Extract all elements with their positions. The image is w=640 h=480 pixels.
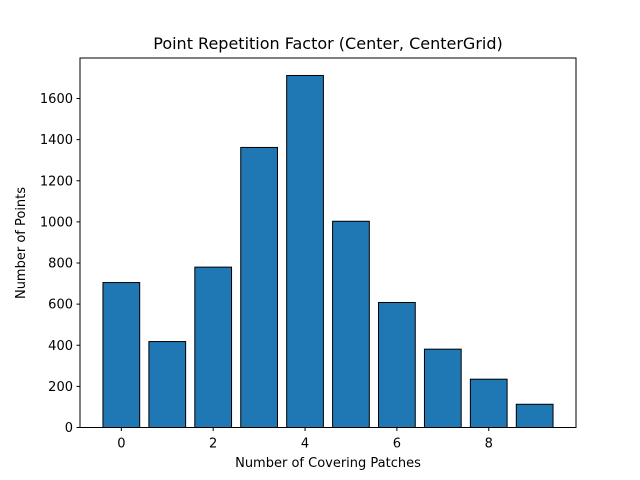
bar-3 bbox=[240, 146, 278, 428]
bar-1 bbox=[148, 341, 187, 428]
chart-title: Point Repetition Factor (Center, CenterG… bbox=[153, 34, 503, 53]
y-tick-label: 1400 bbox=[40, 133, 73, 148]
plot-frame bbox=[79, 57, 577, 428]
x-axis-ticks: 0 2 4 6 8 bbox=[117, 427, 493, 452]
y-tick-label: 200 bbox=[48, 380, 73, 395]
x-tick-label: 4 bbox=[301, 437, 309, 452]
y-tick-label: 1600 bbox=[40, 92, 73, 107]
bar-7 bbox=[423, 348, 462, 428]
bar-2 bbox=[194, 266, 233, 428]
y-axis-ticks: 0 200 400 600 800 1000 1200 1400 1600 bbox=[40, 92, 80, 436]
bar-0 bbox=[102, 282, 141, 429]
bar-8 bbox=[469, 378, 508, 428]
x-tick-label: 8 bbox=[485, 437, 493, 452]
bar-9 bbox=[515, 403, 554, 429]
bar-5 bbox=[332, 220, 370, 428]
x-tick-label: 2 bbox=[209, 437, 217, 452]
y-tick-label: 1000 bbox=[40, 215, 73, 230]
bars-group bbox=[102, 74, 554, 429]
x-tick-label: 0 bbox=[117, 437, 125, 452]
x-tick-label: 6 bbox=[393, 437, 401, 452]
bar-4 bbox=[286, 74, 324, 428]
y-tick-label: 600 bbox=[48, 298, 73, 313]
y-tick-label: 400 bbox=[48, 339, 73, 354]
y-tick-label: 0 bbox=[65, 421, 73, 436]
y-tick-label: 800 bbox=[48, 257, 73, 272]
y-tick-label: 1200 bbox=[40, 174, 73, 189]
y-axis-label: Number of Points bbox=[14, 187, 29, 299]
x-axis-label: Number of Covering Patches bbox=[235, 456, 421, 471]
bar-6 bbox=[378, 301, 416, 429]
